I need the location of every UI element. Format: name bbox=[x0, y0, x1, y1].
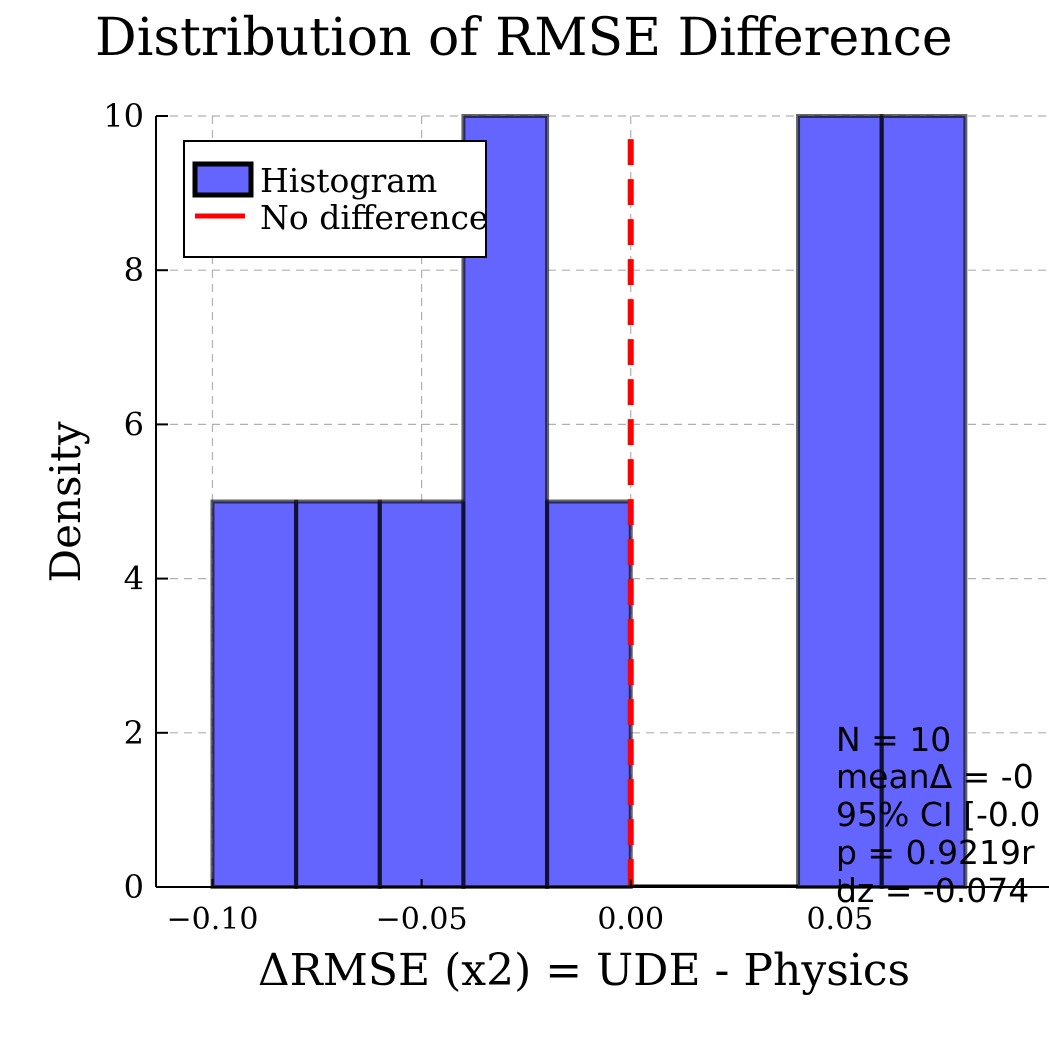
legend-box bbox=[183, 140, 487, 258]
histogram-bar bbox=[545, 499, 633, 889]
annotation-line-mean: meanΔ = -0 bbox=[836, 757, 1034, 796]
y-tick-label: 0 bbox=[124, 868, 144, 906]
x-tick-label: −0.10 bbox=[166, 902, 258, 937]
y-axis-label: Density bbox=[41, 421, 90, 582]
histogram-bars bbox=[210, 114, 968, 889]
x-tick-label: 0.00 bbox=[597, 902, 664, 937]
x-tick-label: 0.05 bbox=[806, 902, 873, 937]
y-tick-label: 6 bbox=[124, 405, 144, 443]
annotation-line-ci: 95% CI [-0.0 bbox=[836, 795, 1040, 834]
x-tick-labels: −0.10 −0.05 0.00 0.05 bbox=[166, 879, 873, 937]
y-tick-label: 8 bbox=[124, 251, 144, 289]
legend-histogram-swatch bbox=[192, 161, 254, 198]
legend: Histogram No difference bbox=[183, 140, 488, 258]
y-tick-label: 10 bbox=[103, 97, 144, 135]
annotation-line-p: p = 0.9219r bbox=[836, 833, 1035, 872]
histogram-bar bbox=[377, 499, 466, 889]
legend-histogram-label: Histogram bbox=[260, 161, 437, 200]
axes bbox=[155, 116, 1049, 888]
histogram-bar bbox=[210, 499, 299, 889]
x-axis-label: ΔRMSE (x2) = UDE - Physics bbox=[258, 945, 910, 996]
y-tick-label: 2 bbox=[124, 714, 144, 752]
y-tick-labels: 0 2 4 6 8 10 bbox=[103, 97, 168, 906]
stats-annotation: N = 10 meanΔ = -0 95% CI [-0.0 p = 0.921… bbox=[836, 720, 1040, 910]
annotation-line-dz: dz = -0.074 bbox=[836, 871, 1029, 910]
histogram-bar bbox=[294, 499, 382, 889]
y-tick-label: 4 bbox=[124, 560, 144, 598]
legend-no-difference-label: No difference bbox=[260, 198, 488, 237]
chart-title: Distribution of RMSE Difference bbox=[95, 8, 953, 68]
x-tick-label: −0.05 bbox=[376, 902, 468, 937]
annotation-line-n: N = 10 bbox=[836, 720, 951, 759]
